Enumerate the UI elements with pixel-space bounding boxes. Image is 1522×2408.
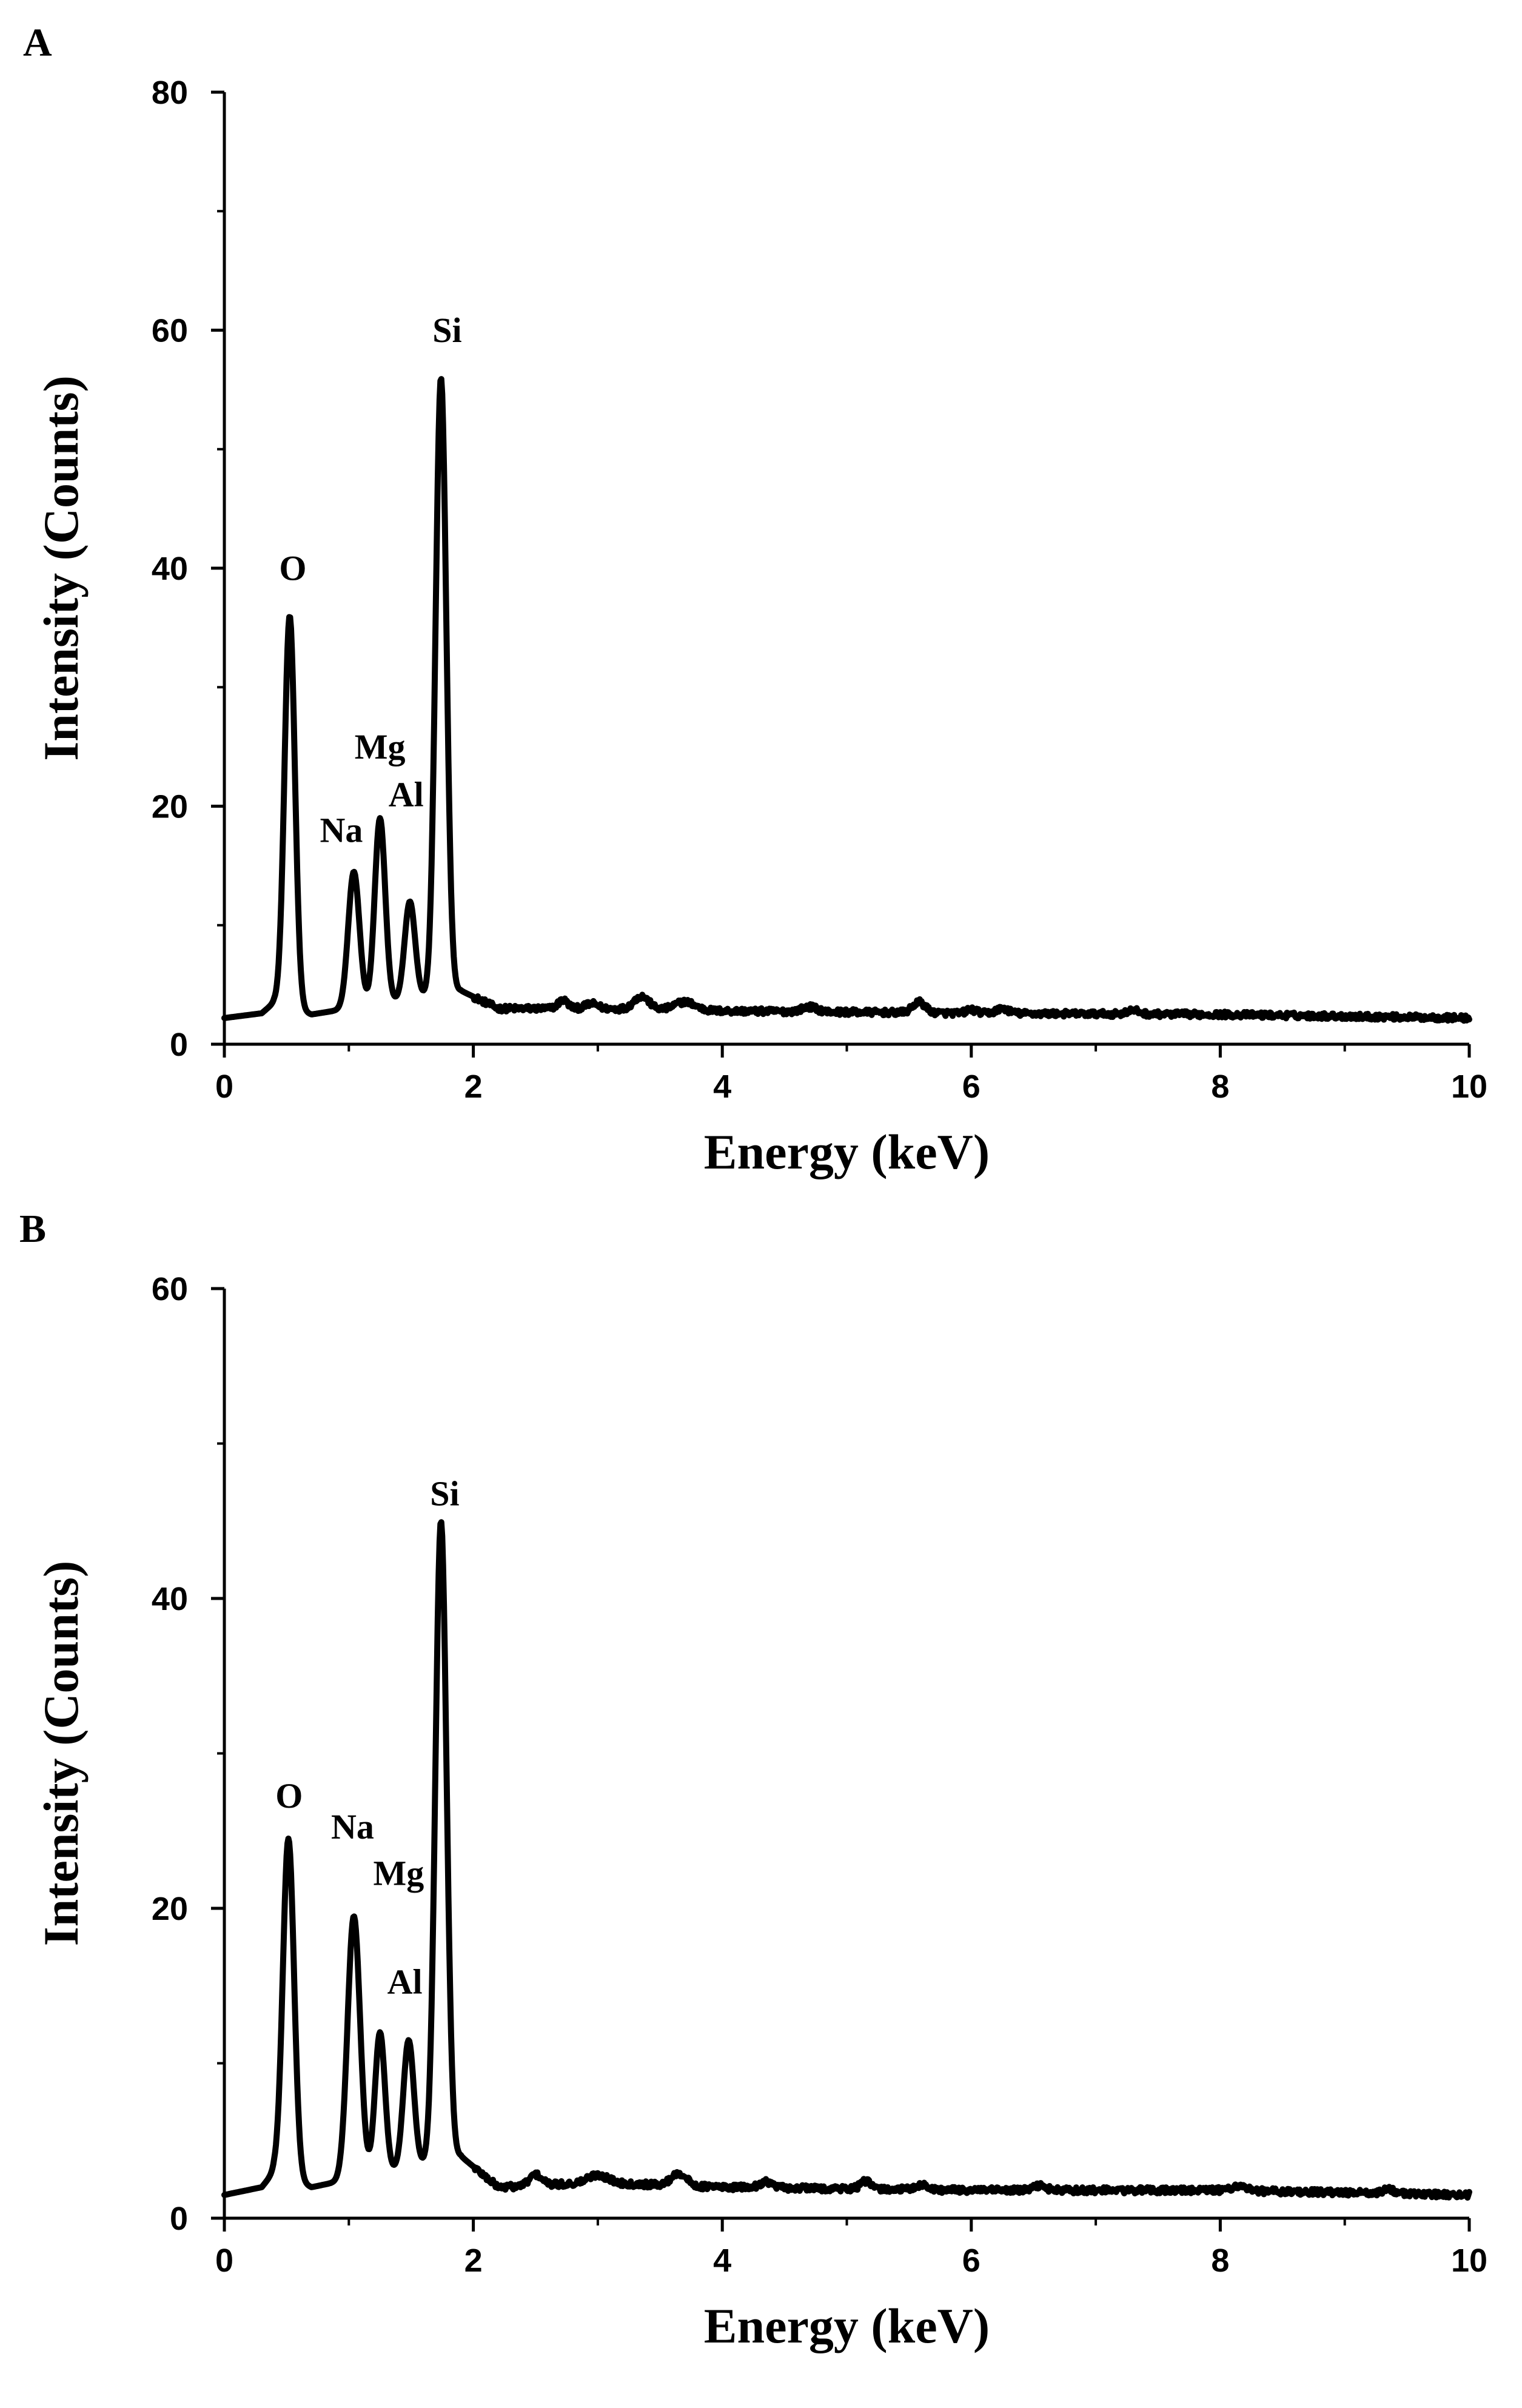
panel-b-x-tick-label: 6: [962, 2242, 981, 2279]
panel-b: B Intensity (Counts) Energy (keV) 0 2 4 6 8 1…: [19, 1207, 1487, 2353]
panel-a-y-tick-label: 20: [152, 789, 188, 825]
panel-a-peak-labels: O Na Mg Al Si: [279, 310, 461, 850]
panel-b-peak-label-o: O: [275, 1776, 303, 1816]
panel-a-curve-group: [221, 376, 1472, 1024]
panel-a-x-tick-label: 8: [1211, 1068, 1229, 1105]
panel-a-x-tick-label: 10: [1451, 1068, 1487, 1105]
panel-a-x-tick-label: 0: [215, 1068, 233, 1105]
panel-a-peak-label-mg: Mg: [355, 727, 406, 766]
panel-b-axes: [223, 1289, 1469, 2220]
panel-a-y-tick-label: 60: [152, 313, 188, 349]
panel-a-ticks: 0 2 4 6 8 10 0 20 40 60 80: [152, 75, 1487, 1105]
panel-b-peak-label-na: Na: [331, 1807, 374, 1846]
panel-a-peak-label-na: Na: [320, 810, 363, 850]
panel-b-y-tick-label: 0: [170, 2201, 188, 2237]
panel-b-peak-label-si: Si: [430, 1474, 459, 1514]
panel-a-peak-label-si: Si: [432, 310, 461, 350]
panel-a-x-axis-title: Energy (keV): [704, 1124, 990, 1179]
panel-b-x-tick-label: 4: [713, 2242, 731, 2279]
panel-b-y-tick-label: 40: [152, 1581, 188, 1617]
panel-b-peak-label-mg: Mg: [374, 1854, 424, 1893]
panel-a-y-tick-label: 0: [170, 1027, 188, 1063]
panel-a-peak-label-al: Al: [389, 775, 424, 814]
panel-b-x-tick-label: 10: [1451, 2242, 1487, 2279]
panel-b-y-axis-title: Intensity (Counts): [33, 1561, 89, 1947]
panel-b-peak-label-al: Al: [387, 1962, 423, 2002]
panel-a-label: A: [23, 21, 52, 65]
panel-b-x-tick-label: 8: [1211, 2242, 1229, 2279]
panel-a-x-tick-label: 4: [713, 1068, 731, 1105]
panel-a-y-tick-label: 40: [152, 551, 188, 587]
panel-b-x-axis-title: Energy (keV): [704, 2298, 990, 2353]
panel-b-curve-group: [221, 1519, 1472, 2201]
panel-a-spectrum-line: [221, 376, 1472, 1024]
panel-b-y-tick-label: 60: [152, 1271, 188, 1307]
panel-b-spectrum-line: [221, 1519, 1472, 2201]
panel-b-y-tick-label: 20: [152, 1891, 188, 1927]
panel-a-x-tick-label: 2: [464, 1068, 483, 1105]
panel-a-x-tick-label: 6: [962, 1068, 981, 1105]
panel-b-ticks: 0 2 4 6 8 10 0 20 40 60: [152, 1271, 1487, 2279]
panel-a-y-tick-label: 80: [152, 75, 188, 111]
panel-a: A Intensity (Counts) Energy (keV) 0 2 4 6 8 1…: [23, 21, 1487, 1179]
panel-b-label: B: [19, 1207, 46, 1251]
panel-a-peak-label-o: O: [279, 549, 306, 588]
panel-a-axes: [223, 92, 1469, 1046]
panel-b-x-tick-label: 0: [215, 2242, 233, 2279]
panel-b-x-tick-label: 2: [464, 2242, 483, 2279]
panel-a-y-axis-title: Intensity (Counts): [33, 375, 89, 761]
